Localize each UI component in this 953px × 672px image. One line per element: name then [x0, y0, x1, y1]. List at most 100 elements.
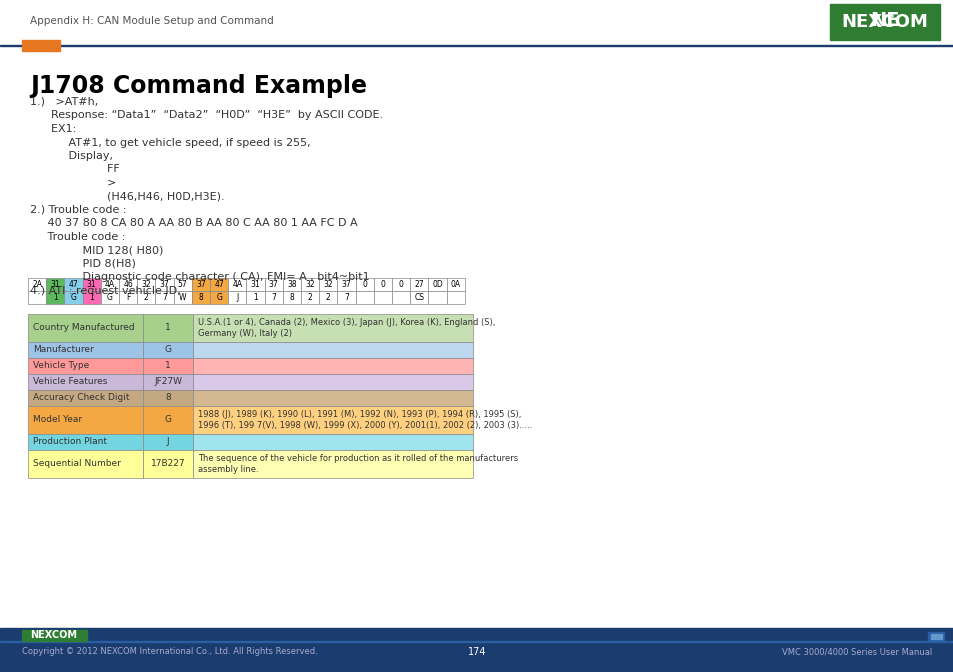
Bar	[143, 374, 193, 390]
Text: Appendix H: CAN Module Setup and Command: Appendix H: CAN Module Setup and Command	[30, 16, 274, 26]
Bar	[143, 406, 193, 434]
Text: 37: 37	[341, 280, 351, 289]
Bar	[137, 278, 155, 291]
Bar	[173, 291, 192, 304]
Text: 47: 47	[214, 280, 224, 289]
Bar	[930, 637, 932, 639]
Bar	[264, 278, 282, 291]
Bar	[319, 278, 337, 291]
Text: 31: 31	[51, 280, 60, 289]
Text: 27: 27	[414, 280, 424, 289]
Text: Accuracy Check Digit: Accuracy Check Digit	[33, 394, 130, 403]
Bar	[228, 278, 246, 291]
Text: 0A: 0A	[450, 280, 460, 289]
Bar	[101, 291, 119, 304]
Text: J: J	[167, 437, 169, 446]
Bar	[301, 278, 319, 291]
Bar	[939, 634, 941, 636]
Text: 8: 8	[165, 394, 171, 403]
Text: AT#1, to get vehicle speed, if speed is 255,: AT#1, to get vehicle speed, if speed is …	[30, 138, 311, 147]
Bar	[143, 314, 193, 342]
Text: 1: 1	[253, 293, 257, 302]
Bar	[355, 278, 374, 291]
Text: 38: 38	[287, 280, 296, 289]
Text: 8: 8	[198, 293, 203, 302]
Bar	[282, 278, 301, 291]
Bar	[936, 637, 938, 639]
Bar	[228, 291, 246, 304]
Bar	[46, 291, 65, 304]
Bar	[193, 434, 473, 450]
Bar	[301, 291, 319, 304]
Text: 8: 8	[289, 293, 294, 302]
Bar	[829, 4, 939, 40]
Bar	[210, 278, 228, 291]
Text: F: F	[126, 293, 131, 302]
Text: 37: 37	[159, 280, 170, 289]
Text: 32: 32	[141, 280, 151, 289]
Text: Production Plant: Production Plant	[33, 437, 107, 446]
Bar	[410, 278, 428, 291]
Text: NEXCOM: NEXCOM	[30, 630, 77, 640]
Text: 1: 1	[165, 323, 171, 333]
Bar	[933, 637, 935, 639]
Text: 4A: 4A	[232, 280, 242, 289]
Bar	[143, 450, 193, 478]
Bar	[355, 291, 374, 304]
Bar	[193, 314, 473, 342]
Text: 37: 37	[195, 280, 206, 289]
Text: The sequence of the vehicle for production as it rolled of the manufacturers
ass: The sequence of the vehicle for producti…	[198, 454, 517, 474]
Bar	[143, 390, 193, 406]
Text: G: G	[164, 415, 172, 425]
Bar	[282, 291, 301, 304]
Text: 32: 32	[305, 280, 314, 289]
Text: 0: 0	[362, 280, 367, 289]
Text: 2: 2	[144, 293, 149, 302]
Text: Trouble code :: Trouble code :	[30, 232, 125, 242]
Text: Diagnostic code character ( CA), FMI= A , bit4~bit1: Diagnostic code character ( CA), FMI= A …	[30, 273, 369, 282]
Text: 2: 2	[326, 293, 331, 302]
Text: 2.) Trouble code :: 2.) Trouble code :	[30, 205, 127, 215]
Bar	[0, 641, 953, 642]
Bar	[22, 40, 60, 51]
Text: Display,: Display,	[30, 151, 112, 161]
Text: PID 8(H8): PID 8(H8)	[30, 259, 135, 269]
Text: Sequential Number: Sequential Number	[33, 460, 121, 468]
Bar	[192, 291, 210, 304]
Text: 2: 2	[308, 293, 313, 302]
Bar	[28, 358, 143, 374]
Bar	[65, 278, 83, 291]
Text: 40 37 80 8 CA 80 A AA 80 B AA 80 C AA 80 1 AA FC D A: 40 37 80 8 CA 80 A AA 80 B AA 80 C AA 80…	[30, 218, 357, 228]
Text: CS: CS	[414, 293, 424, 302]
Bar	[410, 291, 428, 304]
Bar	[143, 358, 193, 374]
Bar	[83, 291, 101, 304]
Bar	[28, 434, 143, 450]
Text: G: G	[71, 293, 76, 302]
Text: Model Year: Model Year	[33, 415, 82, 425]
Bar	[101, 278, 119, 291]
Bar	[28, 406, 143, 434]
Bar	[319, 291, 337, 304]
Text: 46: 46	[123, 280, 132, 289]
Bar	[392, 278, 410, 291]
Bar	[28, 342, 143, 358]
Bar	[119, 291, 137, 304]
Bar	[246, 278, 264, 291]
Text: 0D: 0D	[432, 280, 442, 289]
Bar	[374, 278, 392, 291]
Bar	[46, 278, 65, 291]
Text: 31: 31	[251, 280, 260, 289]
Text: 4A: 4A	[105, 280, 115, 289]
Text: Response: “Data1”  “Data2”  “H0D”  “H3E”  by ASCII CODE.: Response: “Data1” “Data2” “H0D” “H3E” by…	[30, 110, 383, 120]
Bar	[927, 632, 943, 640]
Bar	[246, 291, 264, 304]
Bar	[446, 278, 464, 291]
Text: VMC 3000/4000 Series User Manual: VMC 3000/4000 Series User Manual	[781, 648, 931, 657]
Bar	[155, 291, 173, 304]
Bar	[392, 291, 410, 304]
Text: 47: 47	[69, 280, 78, 289]
Text: 17B227: 17B227	[151, 460, 185, 468]
Text: 1: 1	[52, 293, 57, 302]
Text: 1: 1	[90, 293, 94, 302]
